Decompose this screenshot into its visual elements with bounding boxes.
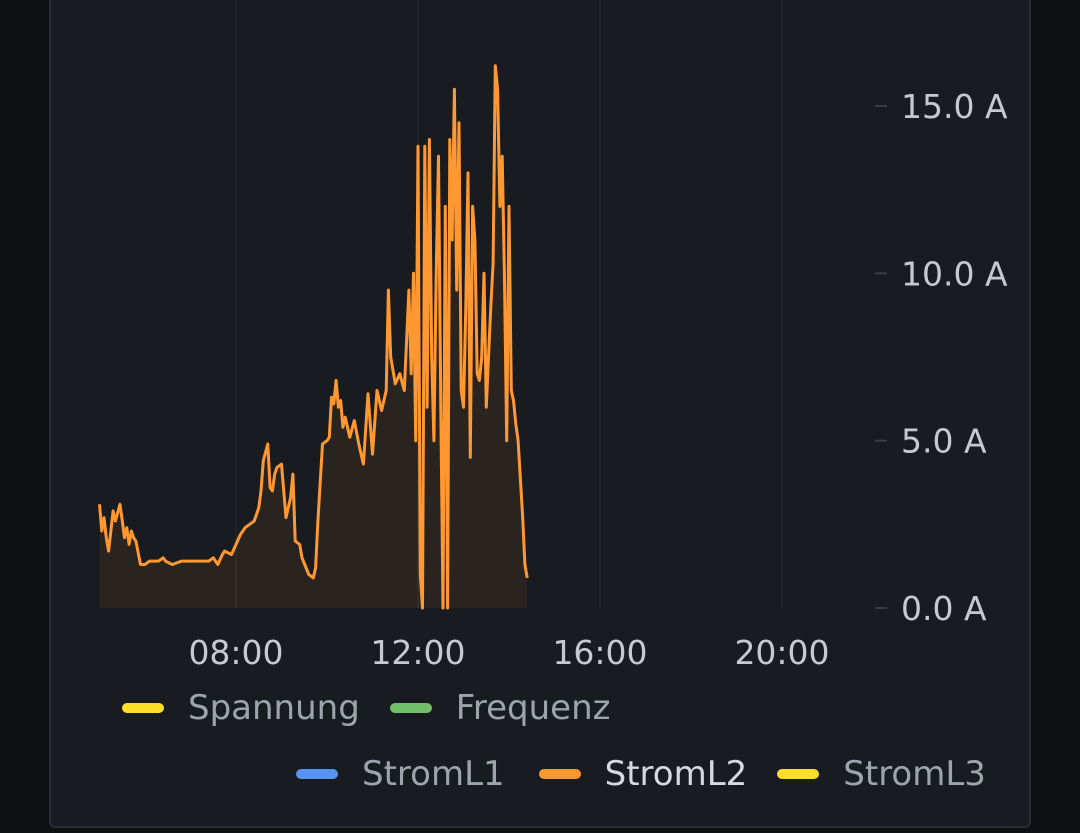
axes: 08:00 12:00 16:00 20:00 0.0 A 5.0 A 10.0 A 15.0…: [188, 87, 1008, 672]
legend-label-frequenz: Frequenz: [455, 688, 611, 728]
legend-item-spannung[interactable]: Spannung: [122, 688, 360, 728]
legend-swatch-frequenz: [389, 703, 432, 713]
legend-item-stroml2[interactable]: StromL2: [538, 754, 748, 794]
y-tick-label: 15.0 A: [901, 87, 1008, 126]
legend-item-stroml1[interactable]: StromL1: [296, 754, 505, 794]
x-tick-label: 20:00: [734, 633, 829, 672]
x-tick-label: 12:00: [370, 633, 465, 672]
legend-row-2: StromL1 StromL2 StromL3: [296, 754, 986, 794]
y-tick-label: 10.0 A: [901, 254, 1008, 293]
y-tick-label: 5.0 A: [901, 422, 987, 461]
legend-item-stroml3[interactable]: StromL3: [777, 754, 986, 794]
x-tick-label: 08:00: [188, 633, 283, 672]
legend-item-frequenz[interactable]: Frequenz: [389, 688, 611, 728]
legend-swatch-stroml1: [296, 769, 338, 779]
series-area-stroml2: [99, 65, 528, 609]
legend-row-1: Spannung Frequenz: [122, 688, 610, 728]
legend-label-stroml1: StromL1: [362, 754, 505, 794]
legend-swatch-stroml2: [538, 769, 581, 779]
legend-label-spannung: Spannung: [188, 688, 360, 728]
x-tick-label: 16:00: [552, 633, 647, 672]
legend-swatch-stroml3: [777, 769, 820, 779]
chart-panel: [49, 0, 1031, 828]
series-line-stroml2[interactable]: [98, 64, 529, 610]
legend-label-stroml2: StromL2: [604, 754, 748, 794]
legend-label-stroml3: StromL3: [843, 754, 986, 794]
y-tick-label: 0.0 A: [901, 589, 987, 628]
series-layer: [98, 64, 529, 610]
legend-swatch-spannung: [122, 703, 164, 713]
